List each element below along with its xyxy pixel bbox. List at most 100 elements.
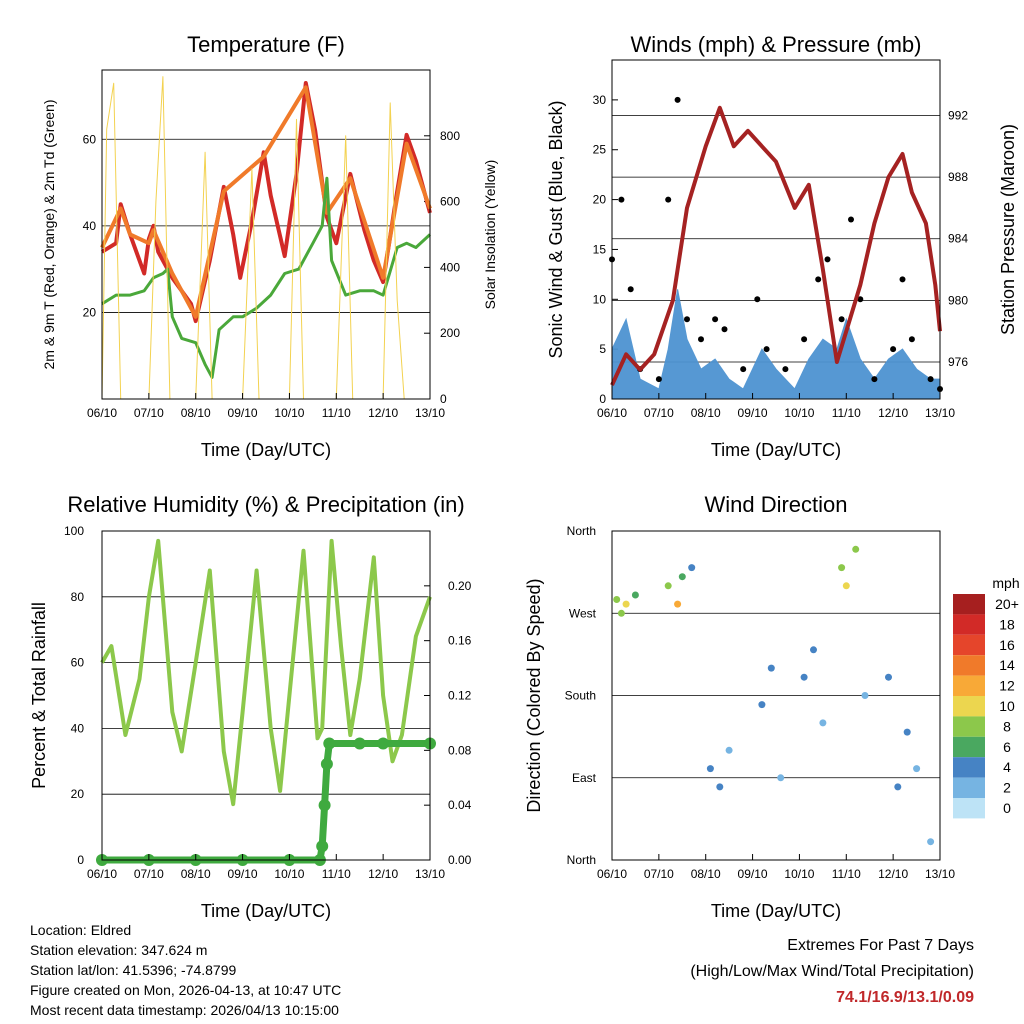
gust-point: [871, 376, 878, 383]
plot-frame-3: [611, 530, 941, 861]
direction-point: [800, 673, 808, 681]
y-right-tick-label: 0.04: [448, 798, 472, 812]
x-tick-label: 10/10: [274, 406, 304, 420]
x-tick-label: 09/10: [738, 406, 768, 420]
y-right-tick-label: 0.16: [448, 634, 472, 648]
y-right-tick-label: 0.00: [448, 853, 472, 867]
series-total-precipitation: [102, 740, 430, 864]
precip-point: [377, 737, 390, 750]
y-tick-label: North: [567, 853, 596, 867]
gust-point: [721, 326, 728, 333]
y-right-tick-label: 0.12: [448, 689, 472, 703]
colorbar-label: 18: [999, 616, 1015, 632]
direction-point: [894, 783, 902, 791]
y-tick-label: 10: [593, 292, 607, 306]
latlon-text: Station lat/lon: 41.5396; -74.8799: [30, 962, 237, 978]
x-axis-label: Time (Day/UTC): [711, 440, 841, 460]
plot-frame-0: [101, 69, 431, 400]
colorbar-label: 0: [1003, 800, 1011, 816]
x-tick-label: 07/10: [644, 406, 674, 420]
y-right-tick-label: 992: [948, 108, 968, 122]
direction-point: [725, 746, 733, 754]
colorbar-swatch: [953, 696, 985, 717]
plot-frame-1: [611, 59, 941, 400]
created-text: Figure created on Mon, 2026-04-13, at 10…: [30, 982, 342, 998]
colorbar-label: 12: [999, 678, 1015, 694]
chart-title: Relative Humidity (%) & Precipitation (i…: [67, 492, 464, 517]
gust-point: [763, 346, 770, 353]
y-tick-label: 0: [77, 853, 84, 867]
y-tick-label: 25: [593, 143, 607, 157]
series-station-pressure: [610, 105, 942, 386]
colorbar-swatch: [953, 798, 985, 819]
y-tick-label: 20: [593, 193, 607, 207]
colorbar-swatch: [953, 675, 985, 696]
colorbar-swatch: [953, 757, 985, 778]
colorbar-label: 2: [1003, 780, 1011, 796]
colorbar-title: mph: [992, 575, 1019, 591]
y-right-tick-label: 988: [948, 170, 968, 184]
gust-point: [801, 336, 808, 343]
x-tick-label: 08/10: [181, 867, 211, 881]
y-right-tick-label: 984: [948, 232, 968, 246]
colorbar-label: 4: [1003, 759, 1011, 775]
y-tick-label: 0: [599, 392, 606, 406]
direction-point: [903, 728, 911, 736]
series-9m-t: [100, 85, 432, 319]
x-tick-label: 13/10: [415, 406, 445, 420]
y-right-tick-label: 800: [440, 129, 460, 143]
x-tick-label: 09/10: [228, 406, 258, 420]
precip-point: [318, 799, 331, 812]
plot-frame-2: [101, 530, 431, 861]
y-right-tick-label: 400: [440, 260, 460, 274]
y-tick-label: 60: [71, 656, 85, 670]
direction-point: [622, 600, 630, 608]
x-tick-label: 12/10: [878, 867, 908, 881]
gust-point: [927, 376, 934, 383]
colorbar-swatch: [953, 655, 985, 676]
y-tick-label: 5: [599, 342, 606, 356]
chart-title: Wind Direction: [704, 492, 847, 517]
y-tick-label: North: [567, 524, 596, 538]
gust-point: [848, 216, 854, 223]
gust-point: [908, 336, 915, 343]
y-right-axis-label: Solar Insolation (Yellow): [482, 160, 498, 310]
gust-point: [665, 196, 672, 203]
precip-point: [316, 840, 329, 853]
colorbar-label: 6: [1003, 739, 1011, 755]
direction-point: [716, 783, 724, 791]
extremes-values: 74.1/16.9/13.1/0.09: [836, 989, 974, 1006]
y-axis-label: Sonic Wind & Gust (Blue, Black): [546, 100, 566, 358]
direction-point: [767, 664, 775, 672]
colorbar-label: 16: [999, 637, 1015, 653]
y-right-tick-label: 980: [948, 293, 968, 307]
extremes-title: Extremes For Past 7 Days: [787, 937, 974, 954]
chart-title: Temperature (F): [187, 32, 345, 57]
colorbar-label: 10: [999, 698, 1015, 714]
elevation-text: Station elevation: 347.624 m: [30, 942, 208, 958]
gust-point: [899, 276, 906, 283]
station-info: Location: Eldred Station elevation: 347.…: [30, 920, 341, 1020]
y-tick-label: 80: [71, 590, 85, 604]
direction-point: [861, 692, 869, 699]
direction-point: [617, 609, 625, 617]
x-axis-label: Time (Day/UTC): [201, 440, 331, 460]
y-tick-label: 100: [64, 524, 84, 538]
direction-point: [819, 719, 827, 727]
x-tick-label: 13/10: [415, 867, 445, 881]
x-tick-label: 09/10: [228, 867, 258, 881]
gust-point: [618, 196, 625, 203]
y-tick-label: South: [565, 689, 596, 703]
colorbar-label: 20+: [995, 596, 1019, 612]
x-tick-label: 08/10: [181, 406, 211, 420]
y-axis-label: 2m & 9m T (Red, Orange) & 2m Td (Green): [41, 100, 57, 370]
direction-point: [885, 673, 892, 681]
precip-point: [353, 737, 366, 750]
location-text: Location: Eldred: [30, 922, 132, 938]
direction-point: [913, 765, 921, 773]
x-tick-label: 06/10: [597, 406, 627, 420]
direction-point: [674, 600, 682, 608]
x-tick-label: 12/10: [368, 406, 398, 420]
colorbar-swatch: [953, 634, 985, 656]
